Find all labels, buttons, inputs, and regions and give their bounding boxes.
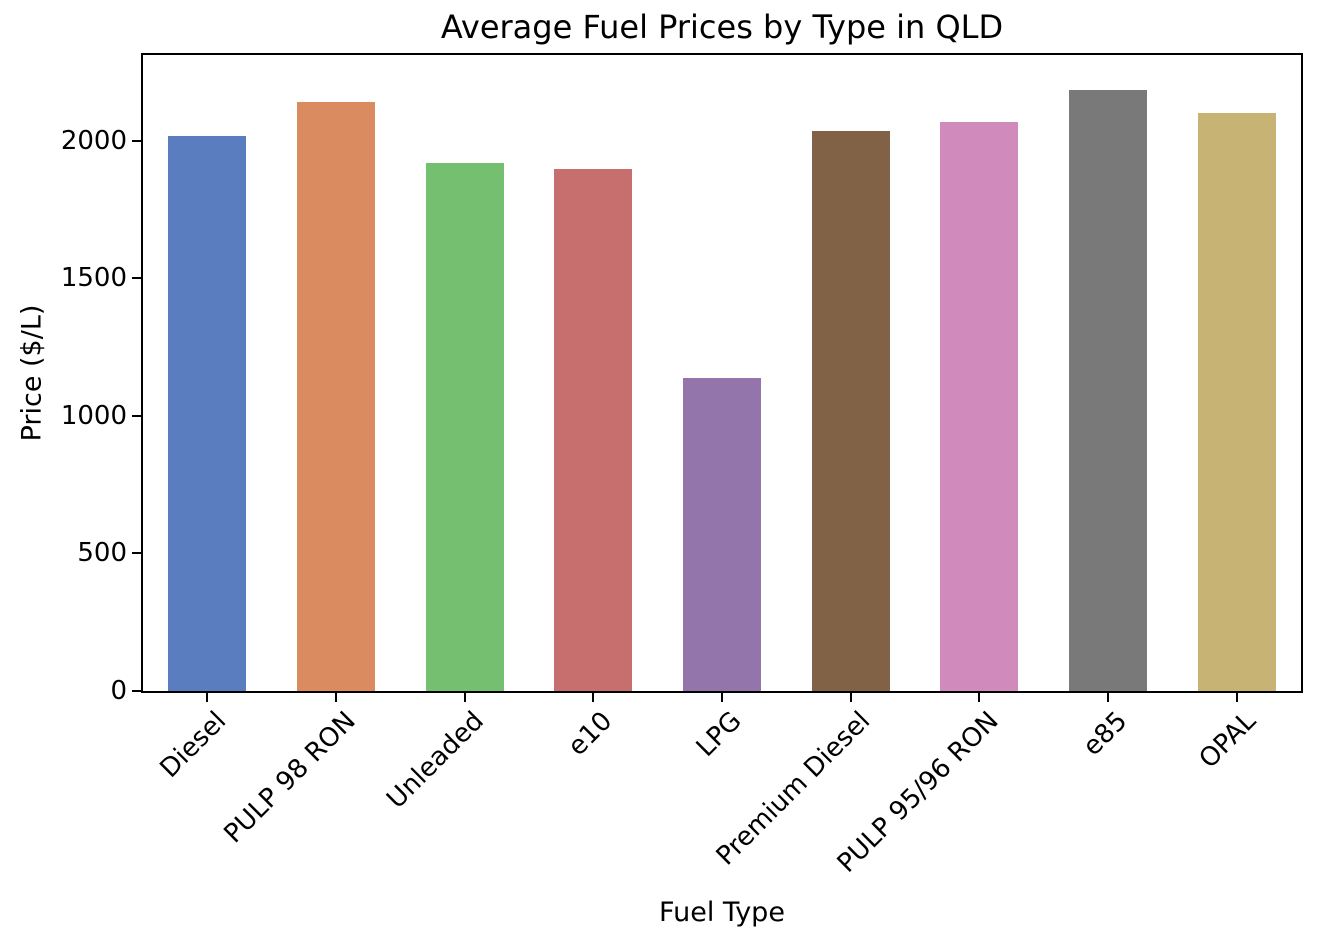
x-tick-mark-e85 xyxy=(1107,693,1109,702)
x-tick-mark-e10 xyxy=(592,693,594,702)
x-tick-label-opal: OPAL xyxy=(1193,706,1263,775)
bar-pulp-95-96-ron xyxy=(940,122,1018,691)
bar-pulp-98-ron xyxy=(297,102,375,691)
bar-diesel xyxy=(168,136,246,691)
y-tick-mark-1500 xyxy=(132,277,141,279)
x-tick-label-lpg: LPG xyxy=(690,706,748,763)
y-tick-mark-2000 xyxy=(132,140,141,142)
x-tick-label-unleaded: Unleaded xyxy=(381,706,491,815)
x-axis-label: Fuel Type xyxy=(659,897,785,928)
y-tick-label-500: 500 xyxy=(77,538,127,568)
bar-opal xyxy=(1198,113,1276,691)
y-tick-mark-1000 xyxy=(132,415,141,417)
chart-title: Average Fuel Prices by Type in QLD xyxy=(440,8,1004,46)
x-tick-label-e10: e10 xyxy=(562,706,619,762)
x-tick-mark-pulp-95-96-ron xyxy=(978,693,980,702)
x-tick-mark-lpg xyxy=(721,693,723,702)
x-tick-mark-premium-diesel xyxy=(850,693,852,702)
x-tick-mark-diesel xyxy=(206,693,208,702)
x-tick-mark-unleaded xyxy=(464,693,466,702)
x-tick-mark-opal xyxy=(1236,693,1238,702)
y-tick-label-1500: 1500 xyxy=(60,263,127,293)
y-tick-mark-0 xyxy=(132,690,141,692)
y-tick-mark-500 xyxy=(132,552,141,554)
y-tick-label-2000: 2000 xyxy=(60,126,127,156)
y-tick-label-0: 0 xyxy=(110,676,127,706)
plot-area xyxy=(141,53,1303,693)
bar-unleaded xyxy=(426,163,504,691)
bar-e10 xyxy=(554,169,632,691)
x-tick-label-pulp-98-ron: PULP 98 RON xyxy=(218,706,362,850)
x-tick-mark-pulp-98-ron xyxy=(335,693,337,702)
y-tick-label-1000: 1000 xyxy=(60,401,127,431)
x-tick-label-e85: e85 xyxy=(1077,706,1134,762)
bar-e85 xyxy=(1069,90,1147,691)
bar-premium-diesel xyxy=(812,131,890,691)
x-tick-label-diesel: Diesel xyxy=(154,706,233,784)
bar-lpg xyxy=(683,378,761,691)
